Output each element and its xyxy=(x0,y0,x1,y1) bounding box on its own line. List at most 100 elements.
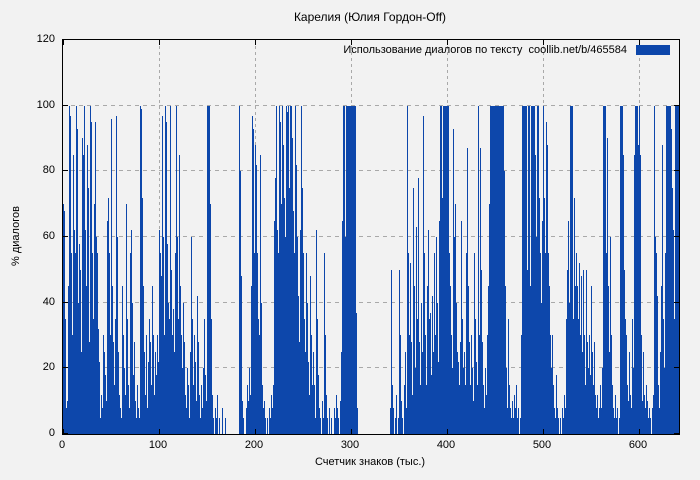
bar xyxy=(82,138,83,434)
bar xyxy=(480,148,481,434)
bar xyxy=(395,418,396,434)
bar xyxy=(320,418,321,434)
bar xyxy=(334,408,335,434)
bar xyxy=(261,303,262,434)
bar xyxy=(409,335,410,434)
bar xyxy=(654,106,655,434)
bar xyxy=(521,335,522,434)
y-tick xyxy=(63,170,68,171)
bar xyxy=(643,352,644,434)
bar xyxy=(72,335,73,434)
bar xyxy=(341,352,342,434)
bar xyxy=(140,106,141,434)
bar xyxy=(471,335,472,434)
bar xyxy=(633,368,634,434)
bar xyxy=(178,319,179,434)
bar xyxy=(657,296,658,434)
bar xyxy=(345,237,346,434)
y-tick-label: 80 xyxy=(42,164,55,176)
bar xyxy=(508,319,509,434)
bar xyxy=(475,319,476,434)
bar xyxy=(269,408,270,434)
bar xyxy=(503,106,504,434)
bar xyxy=(506,368,507,434)
bar xyxy=(398,418,399,434)
bar xyxy=(502,106,503,434)
y-tick-mirror xyxy=(674,236,679,237)
bar xyxy=(467,148,468,434)
bar xyxy=(537,106,538,434)
bar xyxy=(348,106,349,434)
bar xyxy=(273,385,274,434)
bar xyxy=(452,368,453,434)
bar xyxy=(95,122,96,434)
bar xyxy=(96,237,97,434)
bar xyxy=(615,395,616,434)
bar xyxy=(111,119,112,434)
bar xyxy=(581,276,582,434)
bar xyxy=(283,145,284,434)
bar xyxy=(485,368,486,434)
y-tick-mirror xyxy=(674,433,679,434)
bar xyxy=(632,319,633,434)
legend: Использование диалогов по тексту coollib… xyxy=(343,43,670,57)
gridline-horizontal xyxy=(63,367,679,368)
bar xyxy=(129,408,130,434)
bar xyxy=(180,286,181,434)
x-tick-label: 600 xyxy=(628,439,648,451)
bar xyxy=(473,401,474,434)
bar xyxy=(66,408,67,434)
bar xyxy=(343,106,344,434)
bar xyxy=(270,418,271,434)
bar xyxy=(73,155,74,434)
bar xyxy=(664,368,665,434)
bar xyxy=(122,286,123,434)
bar xyxy=(479,335,480,434)
bar xyxy=(415,368,416,434)
gridline-horizontal xyxy=(63,105,679,106)
bar xyxy=(562,408,563,434)
bar xyxy=(614,418,615,434)
bar xyxy=(491,106,492,434)
bar xyxy=(158,362,159,434)
bar xyxy=(149,319,150,434)
bar xyxy=(347,106,348,434)
bar xyxy=(437,303,438,434)
bar xyxy=(434,253,435,434)
bar xyxy=(291,106,292,434)
bar xyxy=(549,286,550,434)
x-tick-mirror xyxy=(543,40,544,45)
bar xyxy=(155,352,156,434)
bar xyxy=(99,362,100,434)
bar xyxy=(583,270,584,434)
bar xyxy=(468,286,469,434)
bar xyxy=(325,335,326,434)
bar xyxy=(169,319,170,434)
bar xyxy=(667,106,668,434)
bar xyxy=(678,106,679,434)
bar xyxy=(446,106,447,434)
bar xyxy=(94,204,95,434)
bar xyxy=(160,253,161,434)
bar xyxy=(635,106,636,434)
y-tick-label: 40 xyxy=(42,296,55,308)
bar xyxy=(346,106,347,434)
bar xyxy=(557,408,558,434)
bar xyxy=(121,418,122,434)
bar xyxy=(588,368,589,434)
bar xyxy=(451,335,452,434)
bar xyxy=(65,319,66,434)
bar xyxy=(410,263,411,434)
bar xyxy=(308,362,309,434)
bar xyxy=(164,335,165,434)
y-tick xyxy=(63,302,68,303)
bar xyxy=(607,138,608,434)
bar xyxy=(139,418,140,434)
bar xyxy=(79,244,80,434)
bar xyxy=(265,418,266,434)
bar xyxy=(87,145,88,434)
bar xyxy=(620,106,621,434)
bar xyxy=(576,253,577,434)
bar xyxy=(563,418,564,434)
bar xyxy=(478,237,479,434)
